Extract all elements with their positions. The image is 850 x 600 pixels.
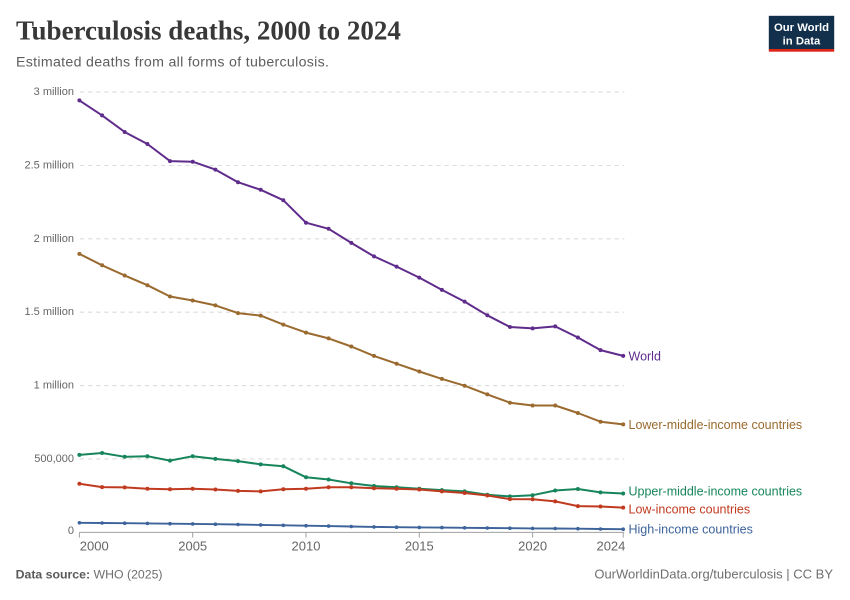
svg-text:2015: 2015 [405, 538, 434, 553]
svg-text:1 million: 1 million [34, 380, 74, 392]
svg-text:2 million: 2 million [34, 233, 74, 245]
svg-text:2000: 2000 [80, 538, 109, 553]
svg-text:500,000: 500,000 [34, 453, 74, 465]
svg-text:in Data: in Data [783, 35, 821, 47]
svg-text:3 million: 3 million [34, 86, 74, 98]
svg-text:World: World [629, 350, 661, 364]
svg-text:OurWorldinData.org/tuberculosi: OurWorldinData.org/tuberculosis | CC BY [594, 567, 833, 582]
svg-text:Our World: Our World [774, 22, 829, 34]
svg-text:0: 0 [68, 525, 74, 537]
svg-text:2020: 2020 [518, 538, 547, 553]
svg-text:2024: 2024 [596, 538, 625, 553]
svg-text:Low-income countries: Low-income countries [629, 502, 751, 516]
svg-text:High-income countries: High-income countries [629, 523, 753, 537]
svg-text:2.5 million: 2.5 million [24, 160, 74, 172]
svg-text:Estimated deaths from all form: Estimated deaths from all forms of tuber… [16, 55, 329, 71]
svg-text:Tuberculosis deaths, 2000 to 2: Tuberculosis deaths, 2000 to 2024 [16, 16, 401, 46]
svg-text:Data source: WHO (2025): Data source: WHO (2025) [16, 568, 163, 582]
svg-text:Upper-middle-income countries: Upper-middle-income countries [629, 485, 803, 499]
svg-text:2005: 2005 [178, 538, 207, 553]
svg-text:1.5 million: 1.5 million [24, 306, 74, 318]
svg-text:Lower-middle-income countries: Lower-middle-income countries [629, 418, 803, 432]
svg-text:2010: 2010 [292, 538, 321, 553]
